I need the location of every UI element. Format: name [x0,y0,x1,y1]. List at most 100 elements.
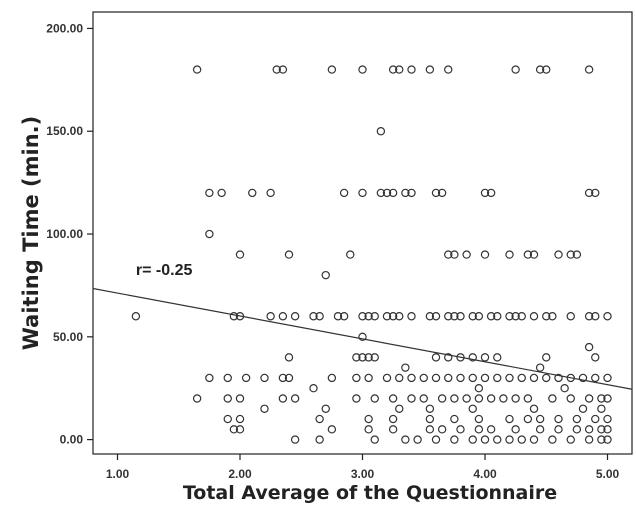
data-point [499,394,508,403]
data-point [192,65,202,74]
data-point [535,414,545,424]
regression-line [92,287,633,390]
data-point [419,373,428,383]
data-point [572,414,582,424]
data-point [591,188,600,198]
data-point [572,425,582,434]
x-axis-title: Total Average of the Questionnaire [183,482,557,504]
data-point [548,435,557,444]
data-point [456,353,465,362]
data-point [235,394,245,403]
data-point [290,394,300,403]
data-point [474,414,484,424]
data-point [523,414,533,424]
data-point [401,363,410,372]
data-point [554,373,563,383]
plot-area [92,11,633,455]
data-point [413,435,422,444]
data-point [511,312,520,321]
data-point [278,373,288,383]
data-point [517,435,526,444]
data-point [205,229,214,239]
data-point [456,373,465,383]
data-point [468,373,477,383]
data-point [388,425,398,434]
data-point [486,394,496,403]
data-point [468,435,477,444]
data-point [468,404,477,413]
data-point [352,373,361,383]
data-point [395,65,404,74]
data-point [560,384,569,393]
data-point [444,353,453,362]
data-point [217,188,226,198]
data-point [309,384,318,393]
data-point [327,425,337,434]
data-point [395,404,404,413]
data-point [493,435,502,444]
data-point [437,188,447,198]
data-point [364,425,373,434]
data-point [358,65,367,74]
data-point [578,373,588,383]
data-point [327,65,337,74]
data-point [505,414,514,424]
data-point [517,373,526,383]
data-point [444,250,453,259]
data-point [603,373,612,383]
data-point [333,312,343,321]
data-point [480,188,490,198]
data-point [284,353,294,362]
data-point [480,435,490,444]
data-point [578,404,588,413]
data-point [480,353,490,362]
data-point [364,414,373,424]
data-point [425,65,435,74]
data-point [462,250,471,259]
data-point [603,414,612,424]
data-point [542,65,551,74]
data-point [542,312,551,321]
data-point [419,394,428,403]
data-point [260,373,269,383]
data-point [486,425,496,434]
data-point [407,65,416,74]
data-point [388,414,398,424]
data-point [370,312,379,321]
data-point [358,312,367,321]
data-point [566,373,575,383]
data-point [266,188,275,198]
data-point [529,312,539,321]
data-point [493,312,502,321]
data-point [591,312,600,321]
data-point [529,250,539,259]
data-point [603,394,612,403]
data-point [364,373,373,383]
data-point [321,404,330,413]
data-point [566,312,575,321]
data-point [223,394,232,403]
data-point [395,373,404,383]
y-axis-title: Waiting Time (min.) [19,116,43,350]
data-point [456,312,465,321]
data-point [584,394,594,403]
data-point [370,435,379,444]
data-point [229,425,239,434]
data-point [597,404,606,413]
data-point [192,394,202,403]
data-point [535,425,545,434]
data-point [431,188,441,198]
data-point [584,312,594,321]
data-point [235,425,245,434]
data-point [425,312,435,321]
data-point [376,188,386,198]
data-point [548,312,557,321]
data-point [529,404,539,413]
data-point [542,373,551,383]
data-point [284,373,294,383]
data-point [278,394,288,403]
x-tick-label: 4.00 [473,467,497,481]
data-point [523,250,533,259]
data-point [278,312,288,321]
data-point [425,404,435,413]
